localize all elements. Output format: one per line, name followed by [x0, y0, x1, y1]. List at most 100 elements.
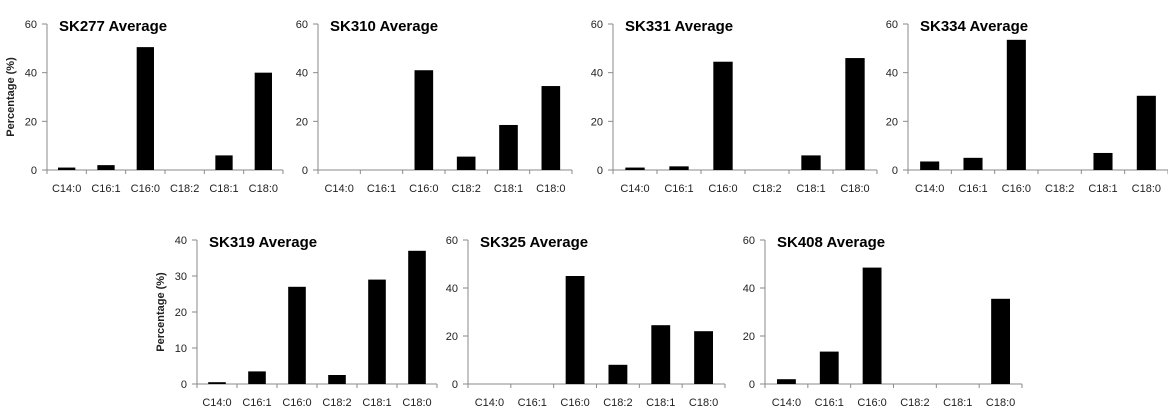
chart-title: SK310 Average [330, 18, 438, 35]
category-label: C14:0 [324, 183, 353, 195]
category-label: C18:1 [209, 183, 238, 195]
category-label: C16:1 [367, 183, 396, 195]
category-label: C16:0 [282, 397, 311, 409]
category-label: C18:1 [796, 183, 825, 195]
category-label: C16:1 [242, 397, 271, 409]
y-tick-label: 40 [25, 68, 37, 80]
chart-title: SK319 Average [209, 234, 317, 251]
category-label: C18:1 [943, 397, 972, 409]
bar-c16-1 [819, 351, 839, 384]
chart-title: SK331 Average [625, 18, 733, 35]
category-label: C14:0 [772, 397, 801, 409]
category-label: C14:0 [475, 397, 504, 409]
category-label: C18:0 [536, 183, 565, 195]
category-label: C14:0 [915, 183, 944, 195]
category-label: C18:0 [840, 183, 869, 195]
category-label: C16:0 [708, 183, 737, 195]
y-tick-label: 40 [886, 68, 898, 80]
category-label: C16:1 [91, 183, 120, 195]
chart-title: SK334 Average [920, 18, 1028, 35]
y-tick-label: 0 [31, 165, 37, 177]
y-tick-label: 0 [749, 379, 755, 391]
category-label: C18:0 [249, 183, 278, 195]
bar-c16-0 [862, 267, 882, 384]
bar-c14-0 [625, 167, 645, 170]
bar-c16-1 [248, 371, 266, 384]
bar-c18-0 [694, 331, 714, 384]
category-label: C18:2 [451, 183, 480, 195]
category-label: C18:1 [646, 397, 675, 409]
bar-c18-0 [408, 250, 426, 384]
y-tick-label: 60 [886, 19, 898, 31]
category-label: C14:0 [52, 183, 81, 195]
y-tick-label: 60 [25, 19, 37, 31]
y-axis-label: Percentage (%) [5, 57, 17, 137]
y-tick-label: 40 [296, 68, 308, 80]
bar-c18-2 [608, 364, 628, 384]
category-label: C18:2 [1045, 183, 1074, 195]
category-label: C18:1 [362, 397, 391, 409]
bar-c16-0 [136, 47, 154, 170]
bar-c16-1 [669, 166, 689, 170]
chart-title: SK325 Average [480, 234, 588, 251]
y-tick-label: 10 [175, 343, 187, 355]
y-tick-label: 20 [25, 116, 37, 128]
category-label: C18:0 [1132, 183, 1161, 195]
y-tick-label: 20 [591, 116, 603, 128]
bar-c18-1 [801, 155, 821, 170]
bar-c14-0 [920, 161, 940, 170]
bar-c16-0 [565, 276, 585, 384]
y-tick-label: 0 [452, 379, 458, 391]
category-label: C16:0 [560, 397, 589, 409]
y-tick-label: 30 [175, 271, 187, 283]
y-tick-label: 20 [886, 116, 898, 128]
bar-c16-0 [414, 70, 434, 170]
y-tick-label: 40 [175, 235, 187, 247]
category-label: C16:0 [1002, 183, 1031, 195]
y-tick-label: 0 [892, 165, 898, 177]
bar-c14-0 [208, 382, 226, 384]
y-tick-label: 40 [743, 283, 755, 295]
category-label: C18:2 [752, 183, 781, 195]
category-label: C18:2 [322, 397, 351, 409]
category-label: C16:0 [857, 397, 886, 409]
category-label: C18:0 [402, 397, 431, 409]
category-label: C18:2 [603, 397, 632, 409]
category-label: C16:1 [664, 183, 693, 195]
bar-c18-0 [541, 86, 561, 170]
bar-c16-0 [713, 61, 733, 170]
category-label: C18:2 [170, 183, 199, 195]
category-label: C16:0 [409, 183, 438, 195]
bar-c18-2 [328, 375, 346, 384]
category-label: C18:0 [986, 397, 1015, 409]
category-label: C18:2 [900, 397, 929, 409]
y-tick-label: 60 [296, 19, 308, 31]
chart-title: SK408 Average [777, 234, 885, 251]
category-label: C14:0 [202, 397, 231, 409]
y-tick-label: 20 [446, 331, 458, 343]
bar-c14-0 [776, 379, 796, 384]
category-label: C16:1 [815, 397, 844, 409]
bar-c18-0 [991, 298, 1011, 384]
y-tick-label: 60 [591, 19, 603, 31]
category-label: C18:0 [689, 397, 718, 409]
bar-c18-0 [845, 58, 865, 170]
bar-c18-0 [1136, 95, 1156, 170]
bar-c18-1 [368, 279, 386, 384]
y-tick-label: 20 [743, 331, 755, 343]
category-label: C18:1 [1088, 183, 1117, 195]
bar-c16-0 [1006, 39, 1026, 170]
bar-c16-0 [288, 286, 306, 384]
y-tick-label: 20 [296, 116, 308, 128]
category-label: C16:1 [958, 183, 987, 195]
y-tick-label: 40 [446, 283, 458, 295]
y-tick-label: 40 [591, 68, 603, 80]
bar-c18-1 [215, 155, 233, 170]
bar-c18-1 [1093, 152, 1113, 170]
chart-title: SK277 Average [59, 18, 167, 35]
bar-c18-1 [499, 124, 518, 170]
bar-c18-1 [651, 325, 671, 384]
y-tick-label: 0 [302, 165, 308, 177]
bar-c16-1 [963, 157, 983, 170]
